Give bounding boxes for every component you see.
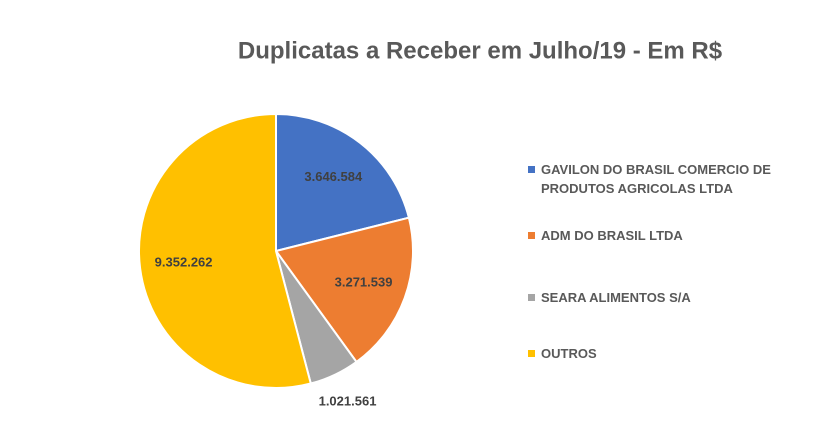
legend-item: OUTROS: [528, 344, 597, 363]
legend-label: GAVILON DO BRASIL COMERCIO DE PRODUTOS A…: [541, 162, 771, 196]
pie-slice: [274, 216, 414, 364]
legend-swatch: [528, 294, 535, 301]
legend-swatch: [528, 166, 535, 173]
pie-slice: [138, 112, 312, 389]
data-label: 3.646.584: [304, 169, 363, 184]
data-label: 3.271.539: [335, 274, 393, 289]
data-label: 1.021.561: [319, 393, 377, 408]
legend-label: OUTROS: [541, 346, 597, 361]
legend-item: SEARA ALIMENTOS S/A: [528, 288, 691, 307]
legend-label: ADM DO BRASIL LTDA: [541, 228, 683, 243]
data-label: 9.352.262: [155, 254, 213, 269]
legend-swatch: [528, 350, 535, 357]
chart-title: Duplicatas a Receber em Julho/19 - Em R$: [238, 37, 723, 64]
legend-item: ADM DO BRASIL LTDA: [528, 226, 683, 245]
pie-slice: [275, 112, 411, 253]
legend-label: SEARA ALIMENTOS S/A: [541, 290, 691, 305]
legend-item: GAVILON DO BRASIL COMERCIO DE PRODUTOS A…: [528, 160, 808, 198]
legend-swatch: [528, 232, 535, 239]
